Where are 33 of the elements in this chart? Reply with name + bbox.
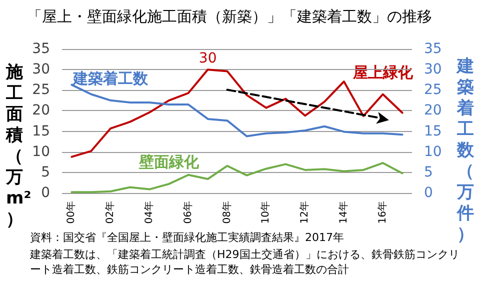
chart-title: 「屋上・壁面緑化施工面積（新築）」「建築着工数」の推移 bbox=[27, 8, 432, 26]
x-tick-label: 04年 bbox=[143, 201, 155, 224]
data-label: 30 bbox=[198, 50, 217, 67]
x-tick-label: 00年 bbox=[65, 201, 78, 224]
x-tick-label: 10年 bbox=[260, 201, 272, 224]
y-tick-label: 25 bbox=[32, 82, 50, 98]
y2-tick-label: 15 bbox=[424, 123, 442, 140]
y2-tick-label: 25 bbox=[424, 82, 442, 98]
y-axis-title: 施工面積（万m²） bbox=[5, 62, 32, 230]
y-tick-label: 30 bbox=[32, 62, 50, 78]
y2-tick-label: 20 bbox=[424, 102, 442, 119]
y-tick-label: 0 bbox=[41, 185, 50, 201]
text: 資料：国交省『全国屋上・壁面緑化施工実績調査結果』2017年 bbox=[30, 231, 344, 244]
x-tick-label: 02年 bbox=[104, 201, 116, 224]
y-tick-label: 35 bbox=[32, 41, 50, 57]
y2-tick-label: 0 bbox=[424, 185, 433, 201]
series-label: 壁面緑化 bbox=[138, 152, 200, 171]
y-tick-label: 10 bbox=[32, 144, 50, 160]
x-tick-label: 06年 bbox=[182, 201, 194, 224]
text: 建築着工数は、「建築着工統計調査（H29国土交通省）」における、鉄骨鉄筋コンクリート造着工数、鉄筋コンクリート造着工数、鉄骨造着工数の合計 bbox=[29, 248, 460, 276]
x-tick-label: 12年 bbox=[298, 201, 311, 224]
y-tick-label: 15 bbox=[32, 123, 50, 140]
series-label: 建築着工数 bbox=[72, 69, 150, 88]
text: 建築着工数（万件） bbox=[457, 56, 474, 244]
y2-tick-label: 30 bbox=[424, 62, 442, 78]
y-tick-label: 5 bbox=[41, 164, 50, 180]
x-tick-label: 14年 bbox=[337, 201, 350, 224]
x-tick-label: 16年 bbox=[376, 201, 388, 224]
y2-tick-label: 35 bbox=[424, 41, 442, 57]
x-tick-label: 08年 bbox=[220, 201, 233, 224]
y-tick-label: 20 bbox=[32, 102, 50, 119]
y2-tick-label: 10 bbox=[424, 144, 442, 160]
y2-tick-label: 5 bbox=[424, 164, 433, 180]
